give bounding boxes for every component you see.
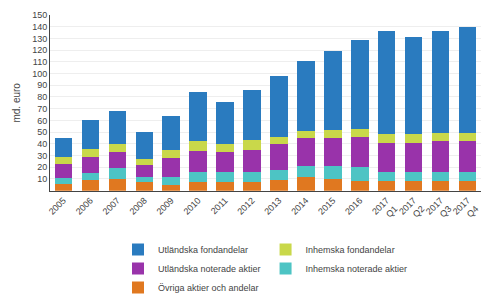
svg-text:30: 30 (37, 151, 47, 161)
svg-text:Inhemska fondandelar: Inhemska fondandelar (306, 245, 395, 255)
svg-text:2011: 2011 (209, 195, 230, 216)
svg-text:2017Q2: 2017Q2 (397, 195, 427, 225)
svg-text:130: 130 (32, 34, 47, 44)
svg-text:2016: 2016 (343, 195, 364, 216)
svg-text:Inhemska noterade aktier: Inhemska noterade aktier (306, 264, 408, 274)
svg-text:2007: 2007 (101, 195, 122, 216)
svg-text:90: 90 (37, 80, 47, 90)
svg-text:Utländska fondandelar: Utländska fondandelar (158, 245, 248, 255)
svg-text:2017Q1: 2017Q1 (370, 195, 400, 225)
svg-text:60: 60 (37, 116, 47, 126)
svg-text:40: 40 (37, 139, 47, 149)
svg-text:2013: 2013 (262, 195, 283, 216)
svg-text:2005: 2005 (47, 195, 68, 216)
svg-text:2006: 2006 (74, 195, 95, 216)
svg-text:140: 140 (32, 22, 47, 32)
svg-text:100: 100 (32, 69, 47, 79)
svg-text:md. euro: md. euro (11, 83, 22, 123)
svg-text:Övriga aktier och andelar: Övriga aktier och andelar (158, 283, 259, 293)
svg-text:80: 80 (37, 92, 47, 102)
svg-text:110: 110 (33, 57, 47, 67)
svg-text:2017Q3: 2017Q3 (424, 195, 454, 225)
svg-text:2008: 2008 (128, 195, 149, 216)
svg-text:50: 50 (37, 127, 47, 137)
svg-text:2017Q4: 2017Q4 (451, 195, 481, 225)
svg-text:Utländska noterade aktier: Utländska noterade aktier (158, 264, 261, 274)
svg-text:20: 20 (37, 162, 47, 172)
svg-text:10: 10 (37, 174, 47, 184)
svg-text:2010: 2010 (182, 195, 203, 216)
svg-text:2015: 2015 (316, 195, 337, 216)
svg-text:150: 150 (32, 10, 47, 20)
svg-text:2009: 2009 (155, 195, 176, 216)
svg-text:2012: 2012 (235, 195, 256, 216)
svg-text:120: 120 (32, 45, 47, 55)
svg-text:70: 70 (37, 104, 47, 114)
svg-text:2014: 2014 (289, 195, 310, 216)
